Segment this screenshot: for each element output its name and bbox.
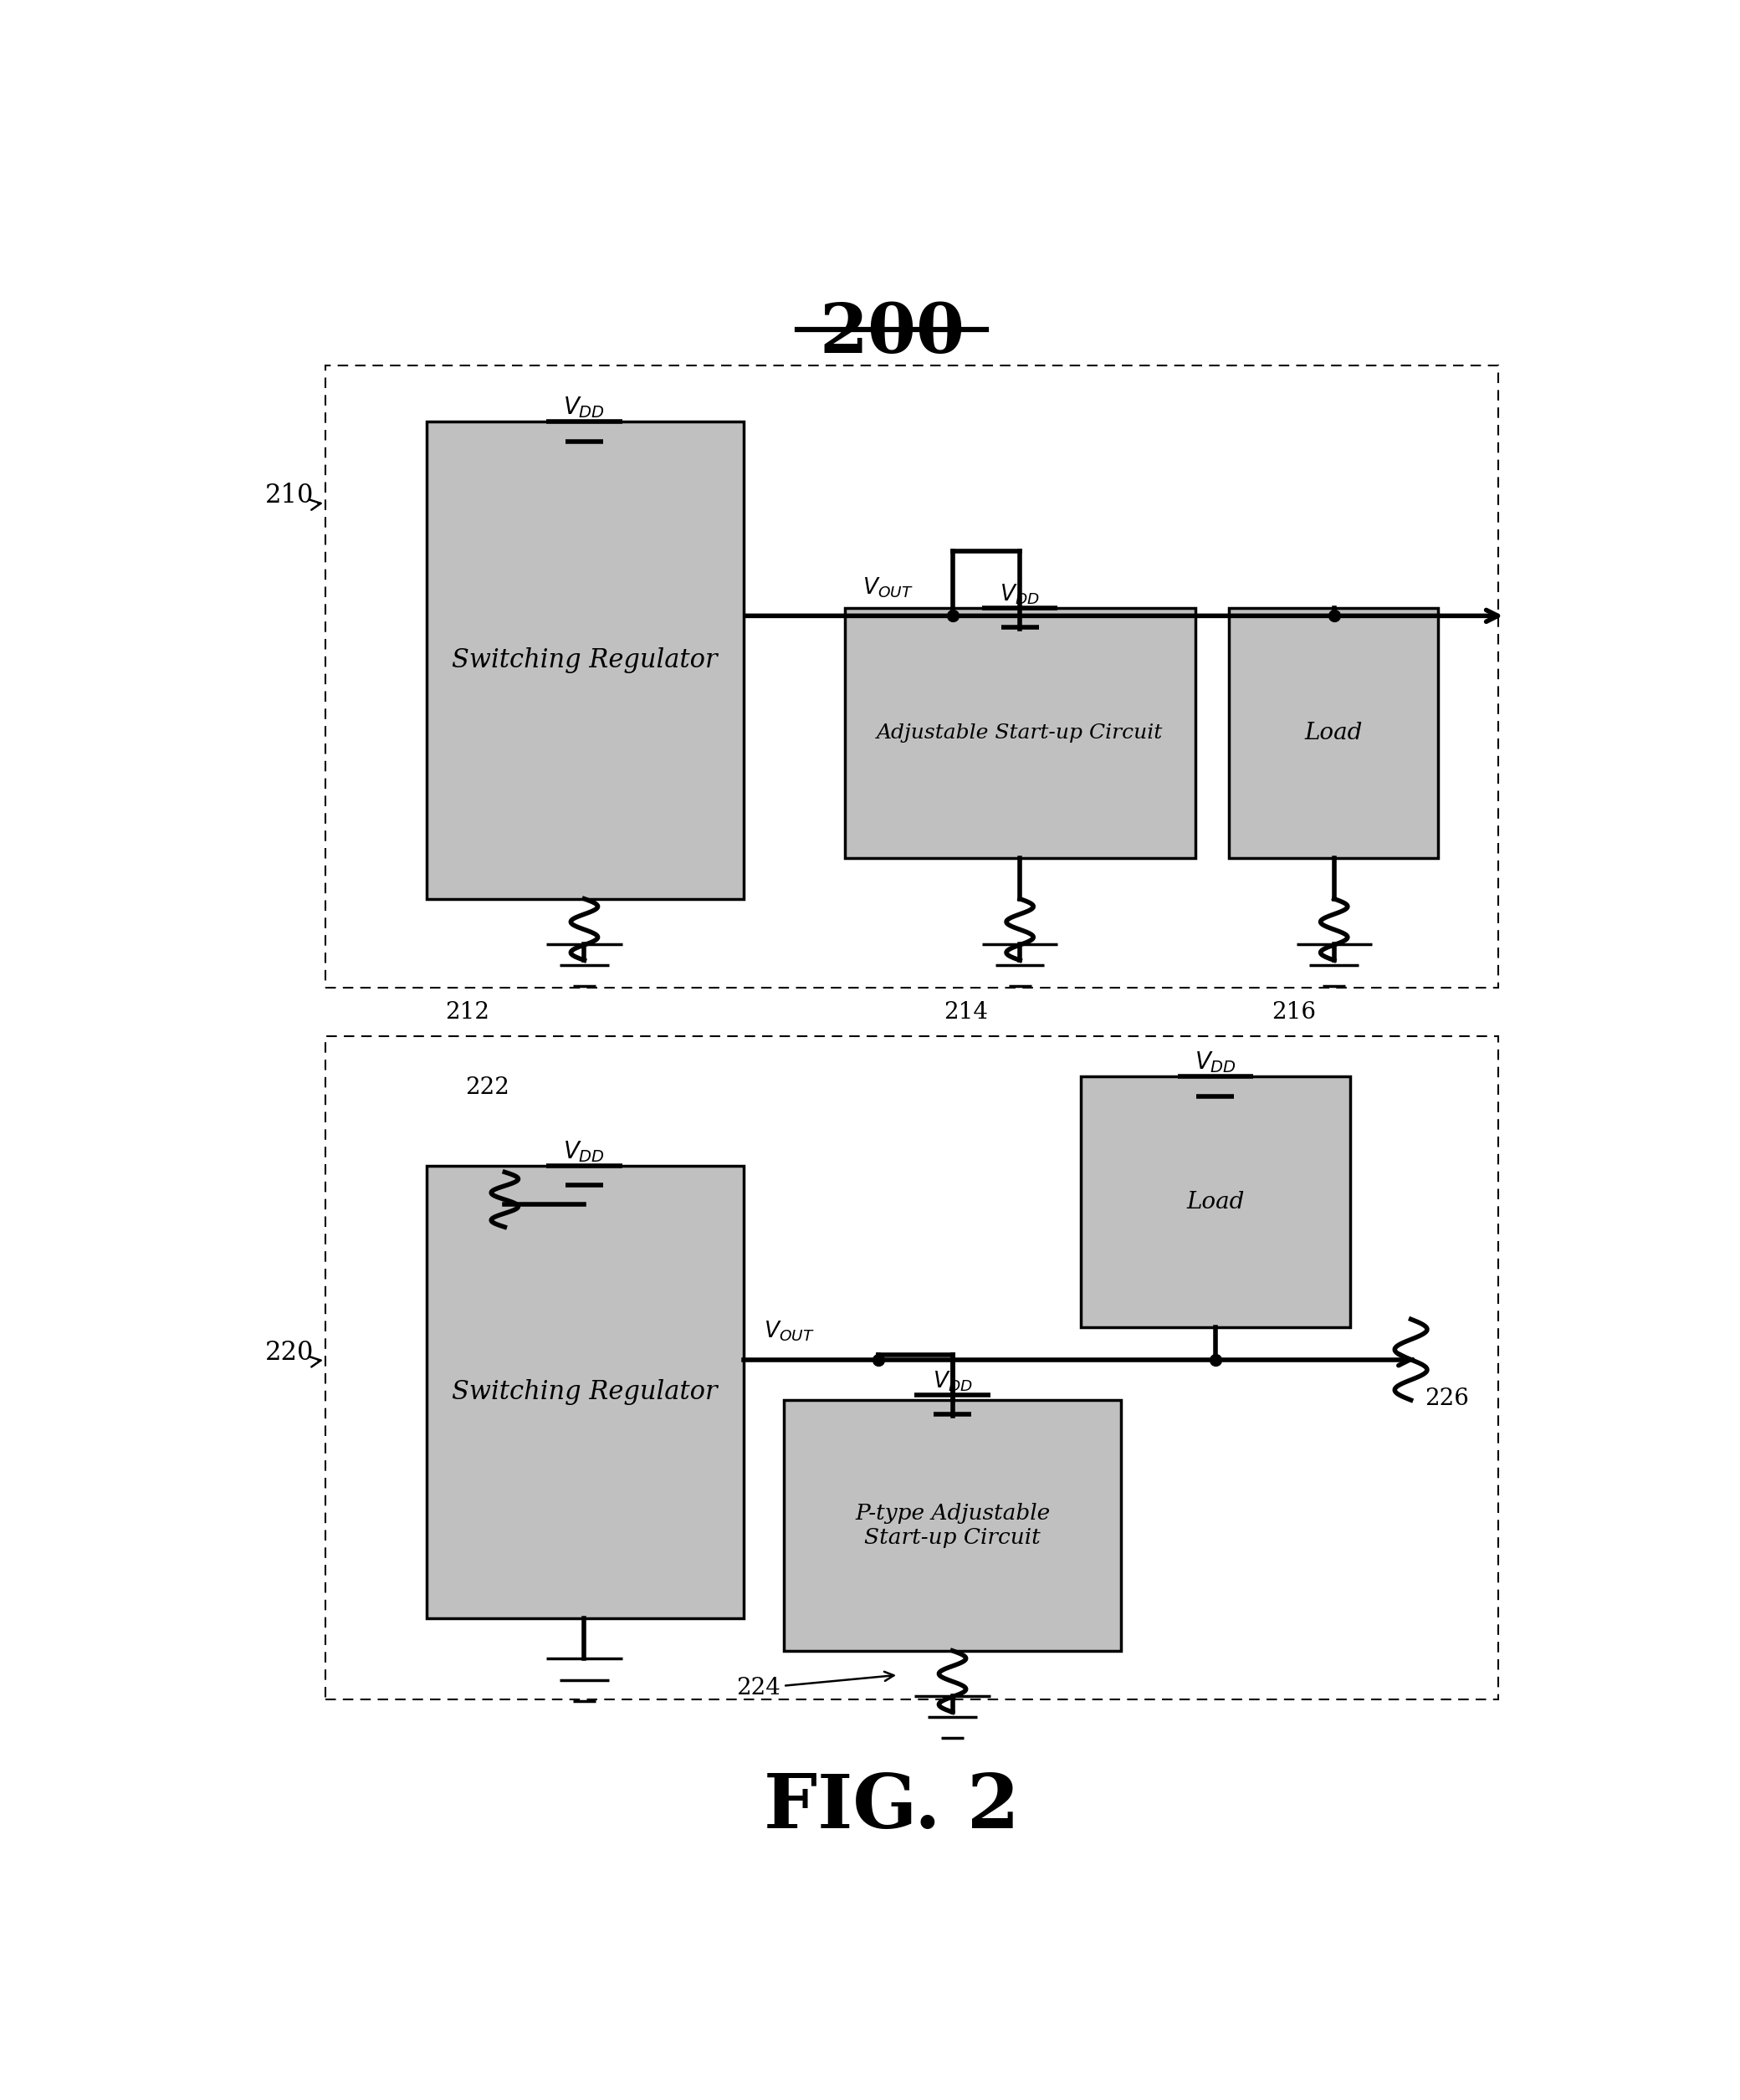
Text: Adjustable Start-up Circuit: Adjustable Start-up Circuit: [877, 722, 1162, 743]
FancyBboxPatch shape: [1081, 1077, 1350, 1327]
Text: FIG. 2: FIG. 2: [764, 1770, 1020, 1844]
Text: $V_{DD}$: $V_{DD}$: [564, 1138, 606, 1163]
FancyBboxPatch shape: [1228, 607, 1437, 859]
Text: Switching Regulator: Switching Regulator: [452, 1380, 719, 1405]
Text: 216: 216: [1272, 1002, 1315, 1023]
Text: 214: 214: [943, 1002, 988, 1023]
Text: 200: 200: [820, 300, 964, 368]
Text: 220: 220: [264, 1340, 320, 1367]
Text: $V_{DD}$: $V_{DD}$: [1000, 582, 1041, 607]
Text: 222: 222: [465, 1077, 510, 1098]
Text: 224: 224: [736, 1672, 894, 1699]
Text: $V_{DD}$: $V_{DD}$: [1194, 1050, 1237, 1075]
Text: 210: 210: [264, 483, 320, 510]
Text: $V_{OUT}$: $V_{OUT}$: [861, 575, 914, 601]
FancyBboxPatch shape: [783, 1401, 1121, 1651]
Text: $V_{OUT}$: $V_{OUT}$: [764, 1319, 814, 1344]
Text: Switching Regulator: Switching Regulator: [452, 647, 719, 674]
Text: P-type Adjustable
Start-up Circuit: P-type Adjustable Start-up Circuit: [854, 1504, 1049, 1548]
FancyBboxPatch shape: [426, 422, 743, 899]
Text: 212: 212: [445, 1002, 489, 1023]
Text: 226: 226: [1425, 1388, 1469, 1409]
Text: $V_{DD}$: $V_{DD}$: [933, 1369, 973, 1394]
Text: $V_{DD}$: $V_{DD}$: [564, 395, 606, 420]
FancyBboxPatch shape: [844, 607, 1195, 859]
FancyBboxPatch shape: [426, 1166, 743, 1619]
Text: Load: Load: [1305, 722, 1362, 743]
Text: Load: Load: [1187, 1191, 1244, 1214]
